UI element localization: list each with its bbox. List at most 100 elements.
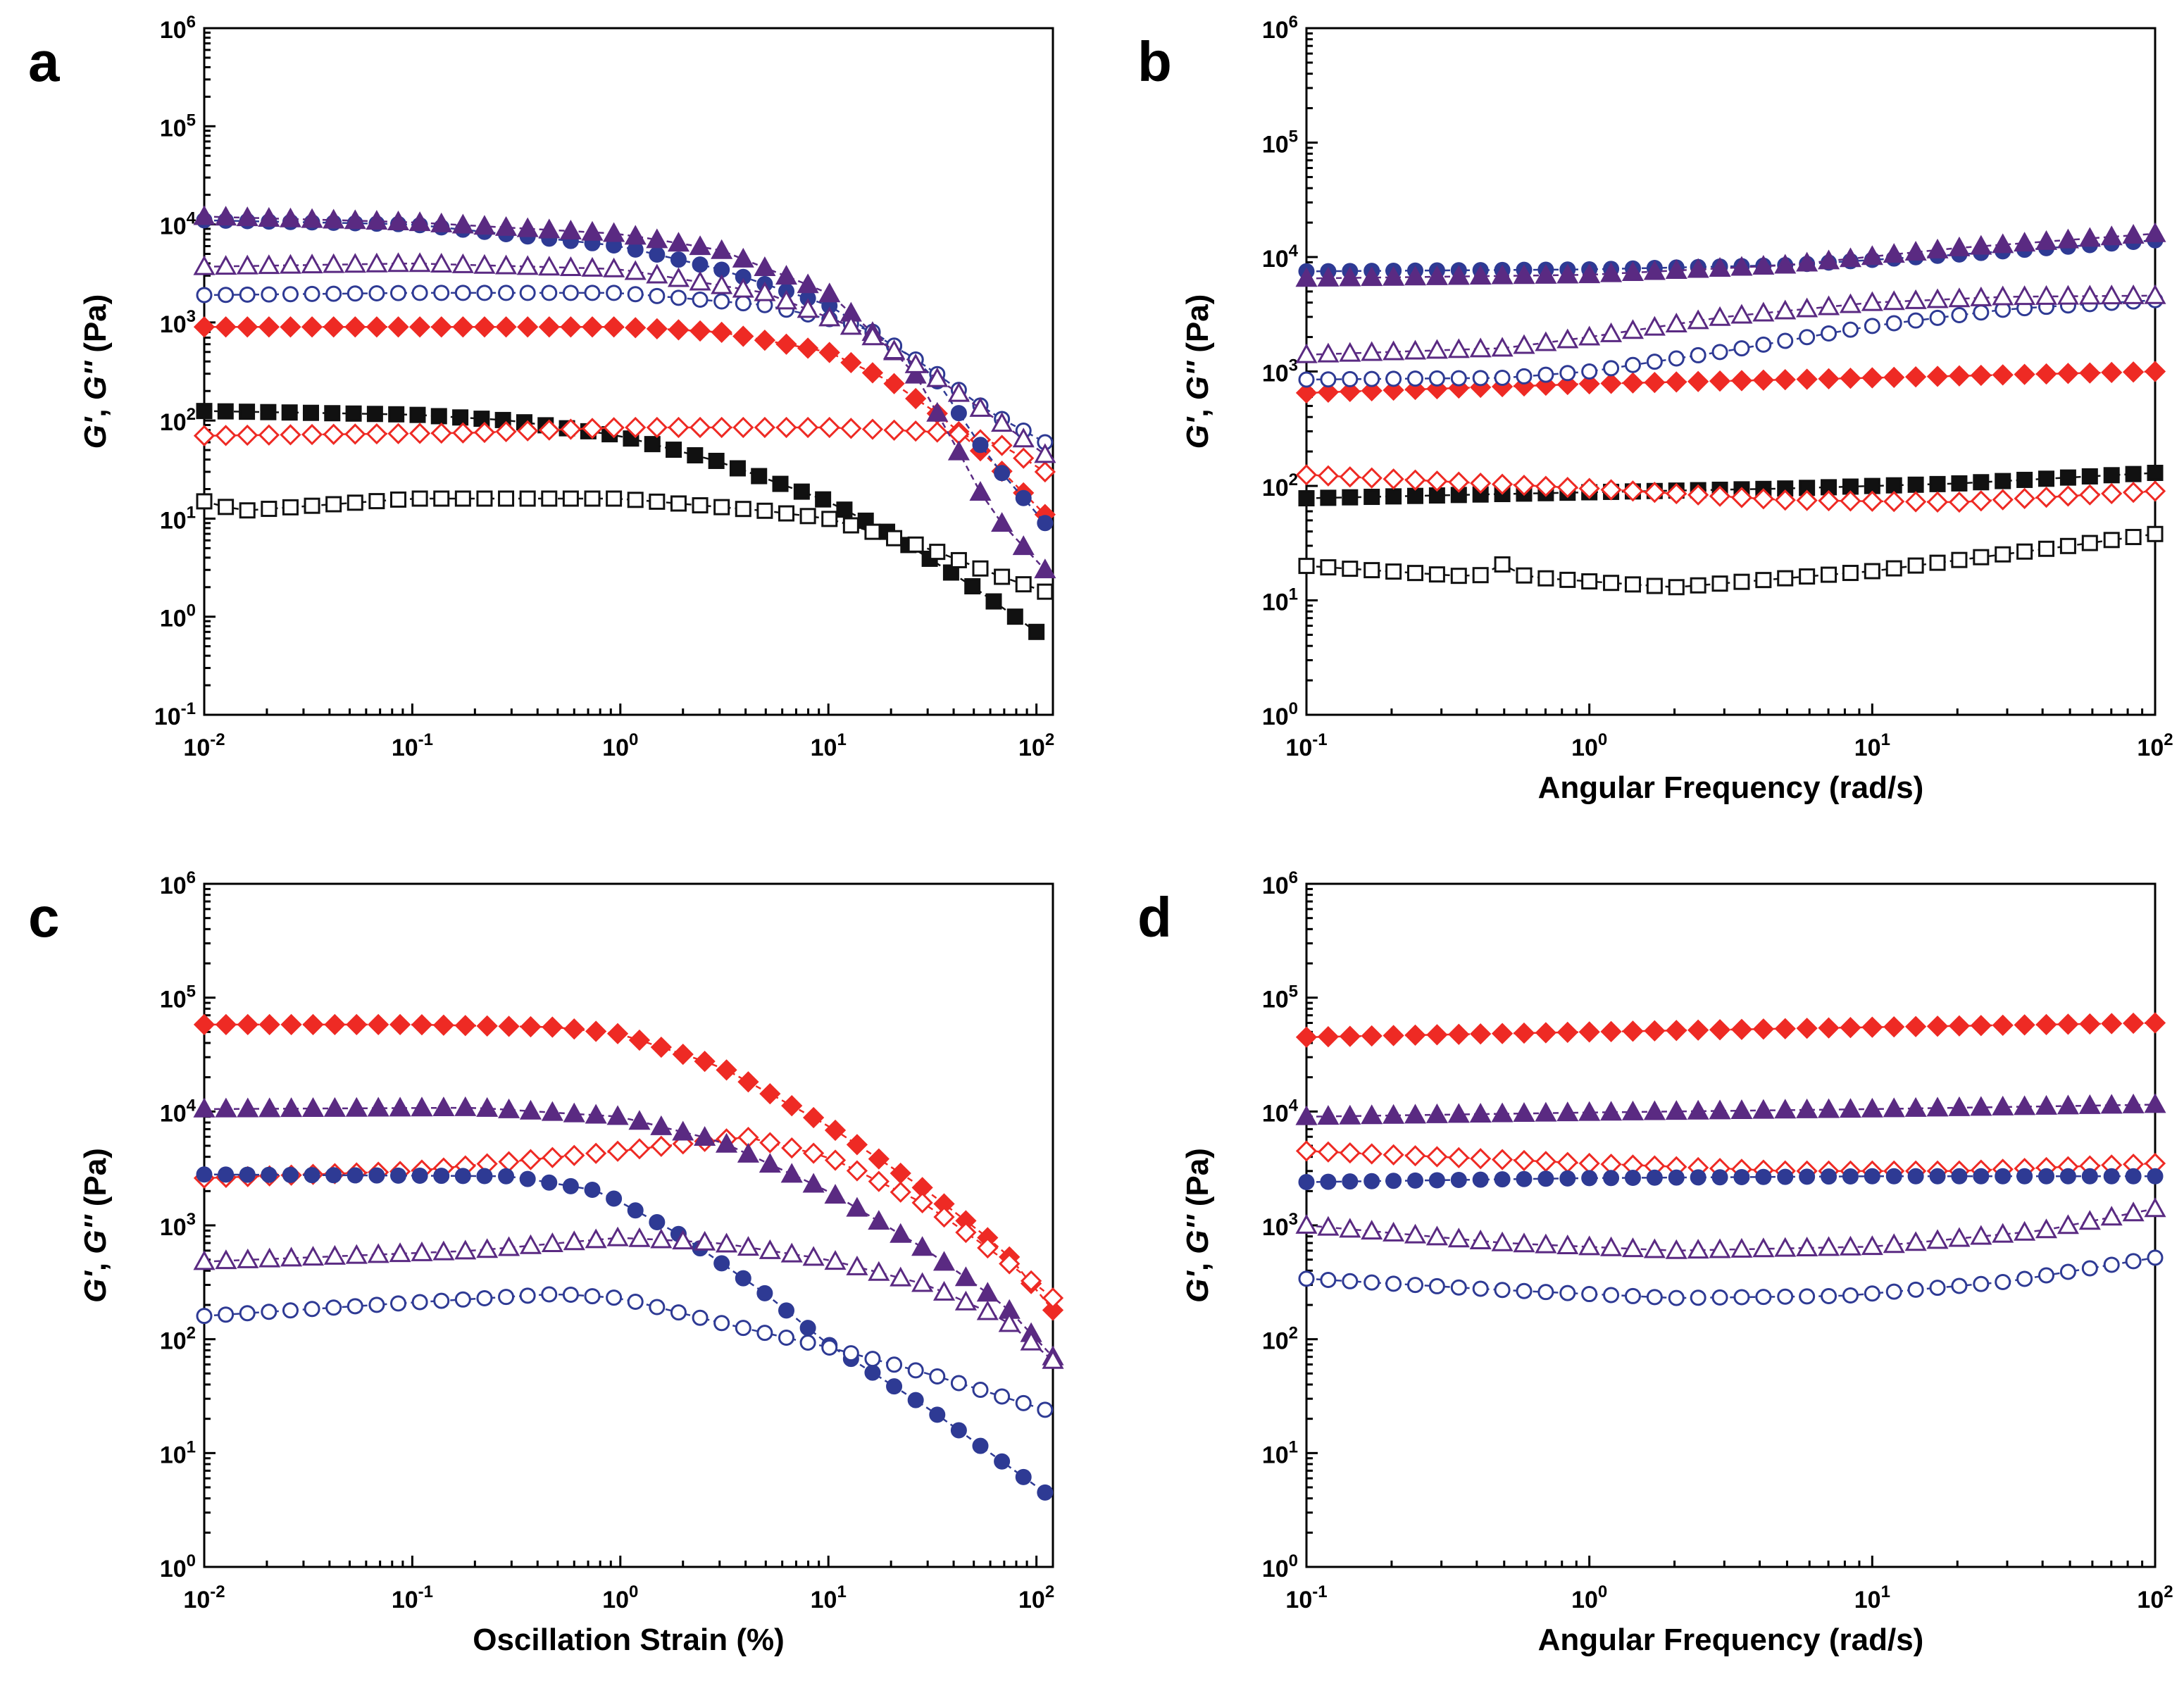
marker-c-blue_circ_open-6	[325, 1299, 342, 1316]
y-tick-label-c-6: 106	[160, 868, 196, 899]
marker-c-blue_circ_filled-19	[606, 1190, 623, 1207]
marker-d-purple_tri_open-38	[2122, 1201, 2145, 1222]
marker-a-black_sq_filled-4	[281, 404, 298, 421]
marker-c-red_dia_filled-28	[803, 1106, 825, 1129]
marker-a-black_sq_open-22	[670, 495, 687, 512]
marker-c-blue_circ_filled-28	[799, 1320, 816, 1337]
marker-d-red_dia_open-10	[1513, 1149, 1535, 1172]
marker-a-blue_circ_open-25	[735, 295, 751, 312]
marker-d-purple_tri_filled-36	[2078, 1094, 2101, 1114]
marker-d-purple_tri_filled-27	[1883, 1097, 1905, 1118]
marker-d-red_dia_filled-22	[1774, 1018, 1796, 1039]
marker-b-black_sq_open-12	[1559, 571, 1576, 588]
marker-a-red_dia_filled-1	[215, 316, 237, 338]
marker-c-red_dia_filled-24	[716, 1059, 737, 1081]
marker-d-blue_circ_open-6	[1428, 1277, 1445, 1294]
marker-d-blue_circ_filled-35	[2059, 1168, 2076, 1185]
marker-c-purple_tri_filled-28	[802, 1173, 825, 1193]
series-a-purple_tri_open	[193, 252, 1056, 463]
marker-b-blue_circ_open-13	[1581, 363, 1598, 380]
marker-b-purple_tri_filled-35	[2057, 228, 2079, 249]
marker-b-blue_circ_open-4	[1385, 370, 1402, 387]
marker-b-red_dia_filled-25	[1840, 368, 1861, 389]
marker-b-black_sq_filled-27	[1885, 477, 1902, 494]
marker-c-purple_tri_filled-9	[389, 1096, 411, 1117]
marker-d-purple_tri_filled-29	[1926, 1096, 1949, 1117]
marker-a-red_dia_open-21	[646, 416, 668, 439]
y-tick-label-c-5: 105	[160, 982, 196, 1013]
marker-d-blue_circ_open-1	[1320, 1272, 1337, 1289]
marker-b-black_sq_open-36	[2081, 535, 2098, 551]
marker-c-blue_circ_filled-13	[476, 1168, 493, 1185]
marker-a-purple_tri_filled-7	[344, 209, 366, 230]
y-tick-label-d-5: 105	[1262, 982, 1298, 1013]
marker-a-purple_tri_filled-13	[473, 215, 496, 235]
marker-b-purple_tri_open-28	[1904, 289, 1927, 309]
marker-a-red_dia_filled-3	[258, 316, 280, 338]
marker-b-red_dia_filled-36	[2079, 362, 2101, 384]
marker-a-red_dia_filled-7	[344, 316, 366, 338]
series-line-d-blue_circ_open	[1306, 1256, 2156, 1299]
marker-a-purple_tri_filled-19	[603, 222, 625, 242]
marker-d-red_dia_filled-18	[1687, 1019, 1709, 1041]
marker-b-purple_tri_open-7	[1447, 338, 1470, 358]
marker-a-black_sq_open-28	[799, 508, 816, 525]
marker-c-red_dia_open-29	[824, 1149, 847, 1171]
marker-d-purple_tri_open-1	[1317, 1216, 1340, 1236]
marker-b-blue_circ_open-12	[1559, 365, 1576, 382]
marker-b-black_sq_filled-4	[1385, 488, 1402, 505]
marker-c-blue_circ_open-11	[433, 1292, 450, 1309]
x-tick-label-a-0: 10-2	[183, 730, 225, 761]
marker-c-purple_tri_open-33	[911, 1272, 934, 1292]
marker-b-black_sq_open-25	[1842, 565, 1859, 582]
marker-d-blue_circ_filled-27	[1885, 1168, 1902, 1185]
marker-d-purple_tri_filled-32	[1992, 1095, 2014, 1116]
marker-d-red_dia_filled-12	[1556, 1021, 1578, 1044]
marker-c-red_dia_filled-39	[1042, 1299, 1064, 1321]
marker-d-red_dia_filled-39	[2144, 1012, 2166, 1034]
marker-d-purple_tri_open-22	[1774, 1237, 1797, 1257]
marker-b-blue_circ_open-29	[1929, 309, 1946, 326]
marker-a-purple_tri_filled-35	[947, 440, 970, 461]
marker-c-blue_circ_filled-39	[1037, 1484, 1054, 1501]
x-axis-a: 10-2 10-1 100 101 102	[183, 704, 1054, 761]
marker-b-red_dia_open-2	[1339, 466, 1361, 488]
marker-b-red_dia_open-10	[1513, 475, 1535, 496]
marker-a-red_dia_open-16	[538, 419, 560, 441]
marker-c-blue_circ_filled-37	[994, 1453, 1011, 1470]
marker-d-purple_tri_filled-30	[1948, 1096, 1971, 1116]
marker-a-purple_tri_open-6	[323, 253, 345, 273]
marker-a-blue_circ_open-11	[433, 285, 450, 301]
marker-c-blue_circ_filled-7	[347, 1167, 363, 1184]
marker-c-purple_tri_filled-26	[759, 1153, 781, 1173]
marker-b-black_sq_open-34	[2038, 540, 2055, 557]
marker-b-black_sq_open-15	[1624, 576, 1641, 593]
marker-a-purple_tri_filled-2	[236, 206, 258, 227]
marker-a-blue_circ_filled-21	[649, 246, 666, 263]
series-d-blue_circ_filled	[1298, 1168, 2164, 1191]
marker-d-blue_circ_filled-32	[1995, 1168, 2011, 1185]
marker-d-purple_tri_open-15	[1621, 1237, 1645, 1258]
marker-c-red_dia_open-31	[868, 1170, 890, 1192]
marker-d-blue_circ_filled-12	[1559, 1170, 1576, 1187]
marker-d-purple_tri_filled-28	[1904, 1096, 1927, 1117]
marker-c-red_dia_open-15	[520, 1149, 542, 1170]
marker-d-blue_circ_open-4	[1385, 1275, 1402, 1292]
marker-d-red_dia_open-8	[1470, 1148, 1492, 1170]
marker-a-black_sq_open-24	[713, 499, 730, 515]
marker-a-red_dia_open-12	[452, 422, 474, 444]
y-tick-label-c-4: 104	[160, 1096, 196, 1127]
marker-c-purple_tri_filled-18	[585, 1104, 607, 1124]
marker-d-blue_circ_filled-2	[1342, 1173, 1359, 1190]
marker-c-purple_tri_open-6	[323, 1244, 346, 1265]
marker-a-blue_circ_open-18	[584, 285, 601, 301]
x-tick-label-b-2: 101	[1854, 730, 1890, 761]
marker-d-purple_tri_open-6	[1425, 1225, 1448, 1246]
marker-a-black_sq_filled-30	[836, 501, 853, 518]
marker-a-black_sq_open-38	[1015, 576, 1032, 593]
marker-a-black_sq_open-17	[562, 490, 579, 507]
marker-a-purple_tri_filled-0	[193, 205, 216, 225]
marker-a-blue_circ_open-23	[692, 291, 709, 308]
marker-d-red_dia_filled-14	[1600, 1020, 1622, 1042]
marker-d-blue_circ_open-29	[1929, 1280, 1946, 1296]
